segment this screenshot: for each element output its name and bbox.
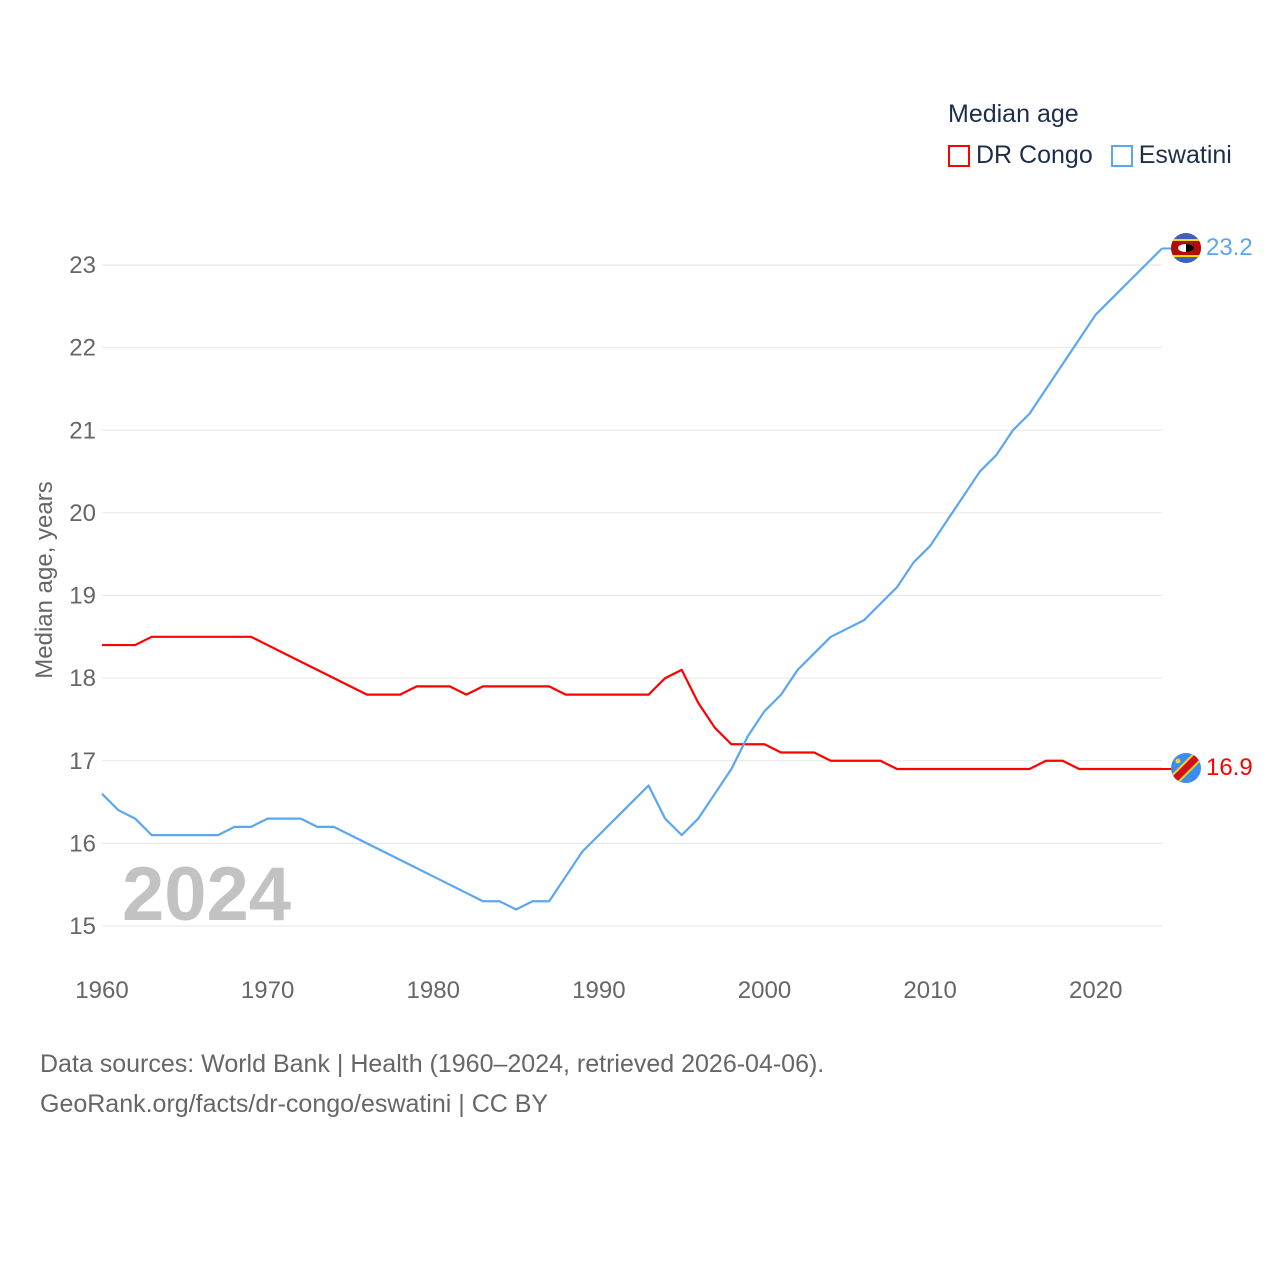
series-line-eswatini[interactable]: [101, 247, 1163, 911]
dr-congo-end-label: 16.9: [1206, 754, 1253, 781]
series-line-dr-congo[interactable]: [102, 635, 1162, 771]
legend-item-dr-congo[interactable]: DR Congo: [948, 141, 1093, 170]
x-tick-label: 1990: [572, 977, 625, 1004]
footer: Data sources: World Bank | Health (1960–…: [40, 1044, 824, 1124]
y-tick-label: 23: [69, 252, 96, 279]
legend-item-eswatini[interactable]: Eswatini: [1110, 141, 1232, 170]
data-source-note: Data sources: World Bank | Health (1960–…: [40, 1050, 825, 1078]
y-tick-label: 20: [69, 500, 96, 527]
legend-swatch-eswatini: [1110, 144, 1133, 167]
legend-label-eswatini: Eswatini: [1138, 141, 1232, 169]
eswatini-flag-icon: [1171, 233, 1201, 263]
y-tick-label: 15: [69, 913, 96, 940]
y-tick-label: 16: [69, 830, 96, 857]
legend-title: Median age: [948, 100, 1079, 128]
y-tick-label: 19: [69, 583, 96, 610]
y-tick-label: 18: [69, 665, 96, 692]
legend: Median age DR Congo Eswatini: [948, 100, 1232, 170]
x-tick-label: 2020: [1069, 977, 1122, 1004]
dr-congo-flag-icon: [1171, 753, 1201, 783]
y-tick-label: 17: [69, 748, 96, 775]
y-axis-label: Median age, years: [31, 481, 58, 678]
x-tick-label: 1980: [407, 977, 460, 1004]
x-tick-label: 2000: [738, 977, 791, 1004]
x-tick-label: 1970: [241, 977, 294, 1004]
year-watermark: 2024: [122, 852, 291, 937]
attribution-link[interactable]: GeoRank.org/facts/dr-congo/eswatini | CC…: [40, 1090, 549, 1118]
y-tick-label: 22: [69, 335, 96, 362]
legend-swatch-dr-congo: [948, 144, 970, 167]
x-tick-label: 1960: [75, 977, 128, 1004]
y-tick-label: 21: [69, 417, 96, 444]
eswatini-end-label: 23.2: [1206, 234, 1253, 261]
x-tick-label: 2010: [903, 977, 956, 1004]
legend-label-dr-congo: DR Congo: [976, 141, 1093, 169]
